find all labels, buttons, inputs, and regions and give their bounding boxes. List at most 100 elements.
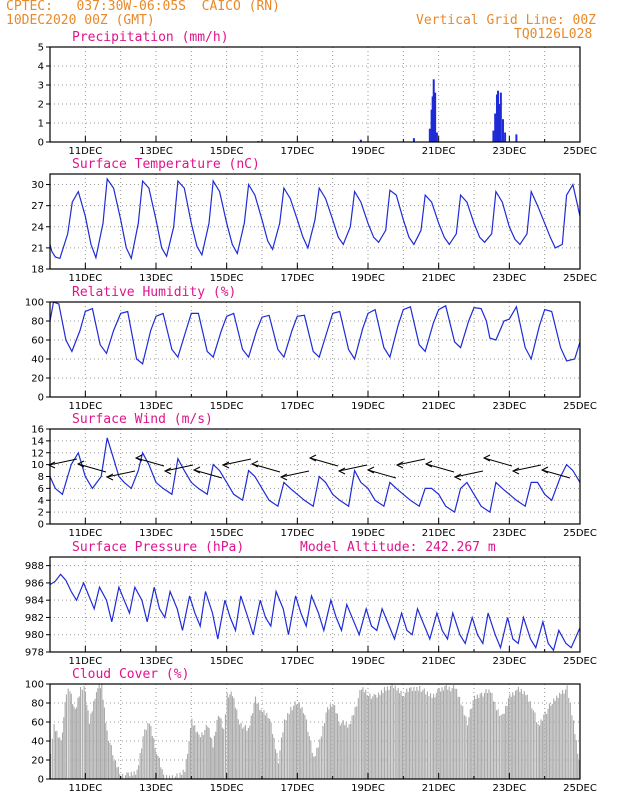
y-tick-label: 0 xyxy=(38,775,44,786)
cloud-bar xyxy=(568,697,570,779)
cloud-bar xyxy=(130,772,132,779)
cloud-bar xyxy=(353,715,355,779)
panel-pres: Surface Pressure (hPa) Model Altitude: 2… xyxy=(25,540,597,667)
wind-arrow-head xyxy=(163,467,172,475)
wind-arrow-head xyxy=(192,466,201,474)
cloud-bar xyxy=(246,730,248,779)
wind-arrow xyxy=(193,469,223,479)
cloud-bar xyxy=(465,716,467,779)
header-model-code: TQ0126L028 xyxy=(514,27,593,42)
cloud-bar xyxy=(240,722,242,779)
cloud-bar xyxy=(388,690,390,779)
cloud-bar xyxy=(403,696,405,779)
cloud-bar xyxy=(241,728,244,779)
cloud-bar xyxy=(474,695,476,779)
x-tick-label: 15DEC xyxy=(210,273,244,284)
cloud-bar xyxy=(578,760,580,779)
header-run-time: 10DEC2020 00Z (GMT) xyxy=(6,13,155,28)
cloud-bar xyxy=(302,713,305,779)
cloud-bar xyxy=(335,713,337,779)
cloud-bar xyxy=(339,725,341,779)
panel-rh: Relative Humidity (%) 0 20 40 60 80 100 11DEC 1… xyxy=(25,285,597,412)
cloud-bar xyxy=(325,712,327,779)
cloud-bar xyxy=(151,735,153,779)
cloud-bar xyxy=(224,714,226,779)
cloud-bar xyxy=(269,718,271,779)
cloud-bar xyxy=(266,712,268,779)
cloud-bar xyxy=(147,722,149,779)
cloud-bar xyxy=(106,730,108,779)
x-tick-label: 23DEC xyxy=(492,783,526,794)
cloud-bar xyxy=(87,710,89,779)
wind-arrow-head xyxy=(250,460,259,468)
precip-bar xyxy=(432,79,435,142)
cloud-bar xyxy=(523,691,525,779)
cloud-bar xyxy=(559,692,561,779)
y-tick-label: 988 xyxy=(25,561,44,572)
cloud-bar xyxy=(431,697,433,779)
x-tick-label: 11DEC xyxy=(68,528,102,539)
cloud-bar xyxy=(548,703,551,779)
x-tick-label: 13DEC xyxy=(139,401,173,412)
cloud-bar xyxy=(560,694,562,779)
cloud-bar xyxy=(300,708,302,779)
cloud-bar xyxy=(476,694,478,779)
cloud-bar xyxy=(208,728,210,779)
cloud-bar xyxy=(230,691,232,779)
cloud-bar xyxy=(239,724,241,779)
cloud-bar xyxy=(280,737,283,779)
cloud-bar xyxy=(423,688,425,779)
cloud-bar xyxy=(554,700,556,779)
cloud-bar xyxy=(338,721,340,779)
cloud-bar xyxy=(448,686,450,779)
y-tick-label: 20 xyxy=(31,756,44,767)
cloud-bar xyxy=(254,696,257,779)
x-tick-label: 25DEC xyxy=(563,528,597,539)
cloud-bar xyxy=(444,686,446,779)
cloud-bar xyxy=(495,710,498,779)
y-tick-label: 80 xyxy=(31,699,44,710)
cloud-bar xyxy=(466,725,469,779)
cloud-bar xyxy=(372,696,374,779)
cloud-bar xyxy=(365,689,367,779)
cloud-bar xyxy=(382,692,384,779)
precip-bar xyxy=(412,138,415,142)
cloud-bar xyxy=(503,713,505,779)
cloud-bar xyxy=(67,688,69,779)
cloud-bar xyxy=(499,715,501,779)
cloud-bar xyxy=(463,715,465,779)
y-tick-label: 4 xyxy=(38,496,44,507)
y-tick-label: 16 xyxy=(31,425,44,436)
temp-title: Surface Temperature (nC) xyxy=(72,157,260,172)
cloud-bar xyxy=(440,691,442,779)
wind-arrow xyxy=(454,470,484,478)
wind-arrow xyxy=(309,457,339,467)
cloud-bar xyxy=(229,694,231,779)
cloud-bar xyxy=(272,734,274,779)
cloud-bar xyxy=(78,696,80,779)
y-tick-label: 5 xyxy=(38,43,44,54)
x-tick-label: 13DEC xyxy=(139,656,173,667)
cloud-bar xyxy=(348,724,350,779)
y-tick-label: 986 xyxy=(25,578,44,589)
precip-bar xyxy=(435,132,438,142)
cloud-bar xyxy=(417,690,419,779)
cloud-bar xyxy=(220,718,222,779)
x-tick-label: 23DEC xyxy=(492,146,526,157)
wind-arrow-head xyxy=(308,454,317,462)
cloud-bar xyxy=(199,737,201,779)
cloud-bar xyxy=(187,753,189,779)
precip-bar xyxy=(434,92,437,142)
cloud-bar xyxy=(276,752,278,779)
cloud-bar xyxy=(526,694,528,779)
cloud-bar xyxy=(544,711,546,779)
cloud-bar xyxy=(102,699,104,779)
cloud-bar xyxy=(453,685,455,779)
x-tick-label: 15DEC xyxy=(210,656,244,667)
cloud-bar xyxy=(160,767,162,779)
cloud-bar xyxy=(571,715,573,779)
cloud-bar xyxy=(91,711,93,779)
cloud-bar xyxy=(148,723,151,779)
x-tick-label: 15DEC xyxy=(210,783,244,794)
cloud-bar xyxy=(551,703,553,779)
